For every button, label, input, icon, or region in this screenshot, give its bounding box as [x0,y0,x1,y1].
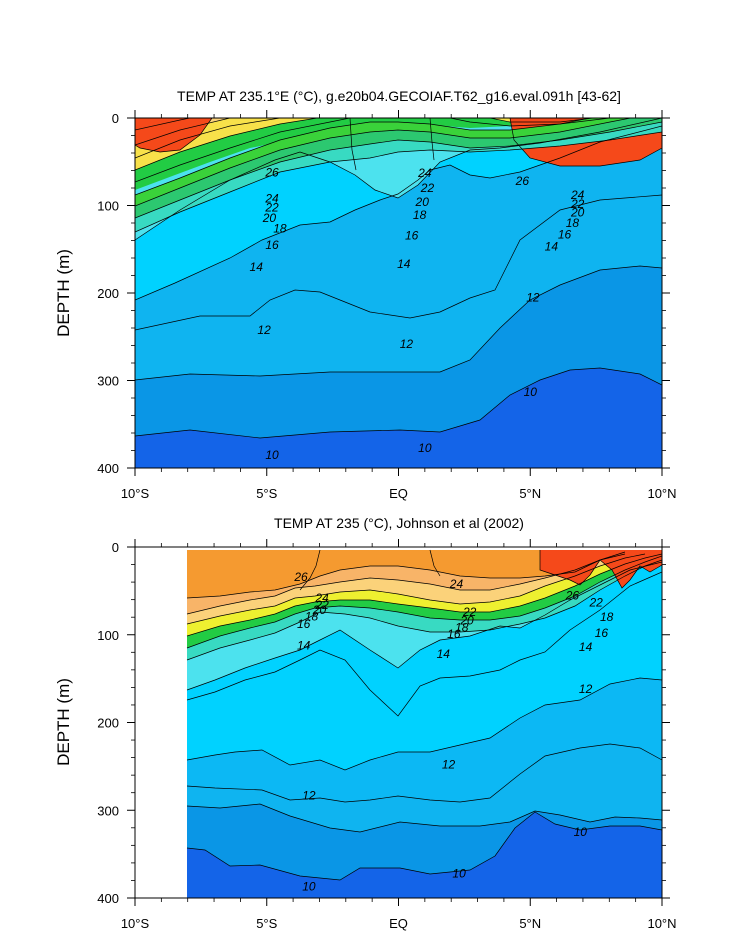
contour-label: 12 [400,337,414,351]
x-tick-label: 10°N [647,916,676,931]
band-17 [135,118,662,218]
contour-label: 24 [570,188,585,202]
contour-label: 22 [588,595,603,609]
contour-label: 12 [579,682,593,696]
contour-label: 12 [257,323,271,337]
panel-bottom-ylabel: DEPTH (m) [54,678,73,766]
band-b-deep-9 [187,812,662,898]
contour-label: 20 [262,211,277,225]
contour-label: 24 [417,166,432,180]
y-tick-label: 100 [97,628,119,643]
contour-label: 26 [565,588,580,602]
y-tick-label: 200 [97,716,119,731]
contour-label: 10 [524,385,538,399]
contour-label: 24 [449,577,464,591]
y-tick-label: 200 [97,286,119,301]
contour-label: 20 [415,195,430,209]
contour-label: 12 [302,788,316,802]
y-tick-label: 400 [97,461,119,476]
contour-label: 20 [312,603,327,617]
contour-label: 10 [452,866,466,880]
panel-top-thermocline [135,118,662,232]
contour-label: 18 [273,221,287,235]
panel-top-ylabel: DEPTH (m) [54,249,73,337]
y-tick-label: 100 [97,199,119,214]
contour-label: 10 [574,825,588,839]
contour-label: 12 [442,758,456,772]
x-tick-label: 10°S [121,916,150,931]
panel-top: TEMP AT 235.1°E (°C), g.e20b04.GECOIAF.T… [54,30,677,501]
contour-label: 24 [264,192,279,206]
panel-top-contours [135,118,662,439]
band-b-ge27 [540,550,662,588]
band-b-ge11 [187,678,662,802]
y-tick-label: 300 [97,374,119,389]
contour-label: 22 [462,605,477,619]
contour-label: 16 [558,227,572,241]
contour-label: 16 [595,626,609,640]
contour-label: 16 [297,617,311,631]
band-ge27-left [135,118,212,152]
contour-label: 20 [570,206,585,220]
contour-label: 14 [250,260,264,274]
contour-label: 18 [455,621,469,635]
contour-label: 18 [566,216,580,230]
contour-label: 14 [297,638,311,652]
contour-label: 12 [526,290,540,304]
x-tick-label: 10°S [121,486,150,501]
x-tick-label: 5°S [256,486,277,501]
contour-label: 10 [418,441,432,455]
panel-top-contour-labels: 2624222018161424222018161426242220181614… [250,165,585,462]
contour-label: 18 [413,208,427,222]
x-tick-label: 5°N [519,916,541,931]
contour-label: 16 [447,627,461,641]
contour-label: 22 [264,200,279,214]
contour-label: 10 [265,448,279,462]
contour-label: 22 [420,181,435,195]
x-tick-label: EQ [389,916,408,931]
contour-label: 14 [397,257,411,271]
y-tick-label: 0 [112,111,119,126]
band-deep-9 [135,368,662,468]
panel-top-title: TEMP AT 235.1°E (°C), g.e20b04.GECOIAF.T… [177,88,621,104]
y-tick-label: 400 [97,891,119,906]
panel-bottom-contour-labels: 2624222018161424222018161426221816141212… [293,570,613,894]
contour-label: 14 [437,647,451,661]
contour-label: 16 [405,228,419,242]
band-15 [135,122,662,232]
x-tick-label: 5°S [256,916,277,931]
contour-label: 14 [579,640,593,654]
x-tick-label: 5°N [519,486,541,501]
y-tick-label: 0 [112,540,119,555]
contour-label: 18 [600,610,614,624]
contour-label: 24 [314,591,329,605]
contour-label: 26 [293,570,308,584]
contour-label: 26 [264,165,279,179]
contour-label: 18 [305,609,319,623]
band-ge26 [135,30,662,118]
x-tick-label: EQ [389,486,408,501]
panel-bottom-contours [186,549,662,881]
band-18 [135,118,662,206]
panel-bottom: TEMP AT 235 (°C), Johnson et al (2002) [54,515,677,931]
contour-label: 16 [265,238,279,252]
contour-label: 22 [314,598,329,612]
band-ge25 [135,54,662,118]
panel-bottom-title: TEMP AT 235 (°C), Johnson et al (2002) [274,515,524,531]
contour-label: 22 [570,197,585,211]
contour-label: 26 [515,174,530,188]
x-tick-label: 10°N [647,486,676,501]
y-tick-label: 300 [97,803,119,818]
contour-label: 10 [302,880,316,894]
contour-label: 20 [459,614,474,628]
contour-label: 14 [545,240,559,254]
